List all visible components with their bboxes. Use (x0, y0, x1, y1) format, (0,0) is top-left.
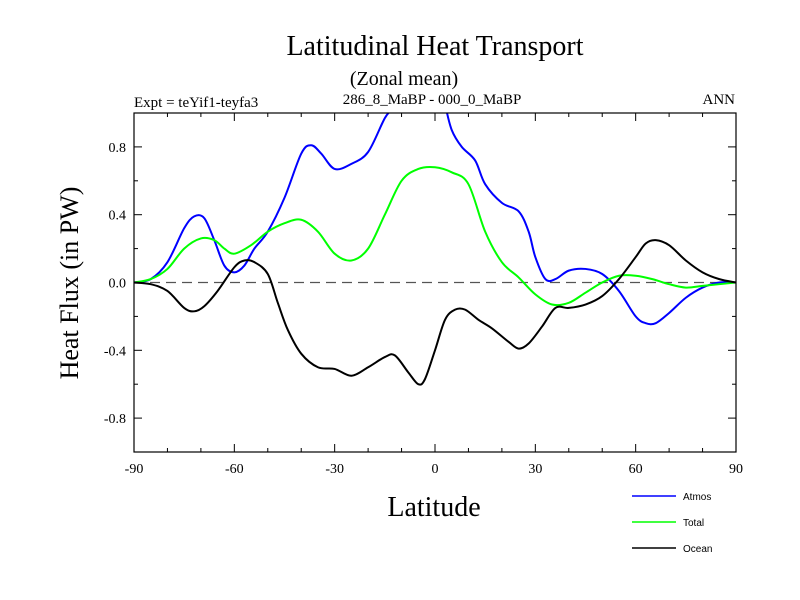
x-tick-label: 90 (729, 462, 743, 477)
x-tick-label: 0 (432, 462, 439, 477)
series-line-total (134, 165, 736, 307)
chart-center-label: 286_8_MaBP - 000_0_MaBP (343, 92, 522, 108)
y-tick-label: 0.0 (109, 277, 127, 292)
plot-frame (133, 112, 737, 453)
x-tick-label: 60 (629, 462, 643, 477)
legend-label-atmos: Atmos (683, 492, 711, 503)
y-tick-label: 0.4 (109, 209, 127, 224)
experiment-label: Expt = teYif1-teyfa3 (134, 95, 258, 111)
season-label: ANN (703, 92, 736, 108)
series-line-atmos (134, 113, 736, 326)
x-tick-label: 30 (528, 462, 542, 477)
y-tick-label: -0.4 (104, 344, 126, 359)
y-tick-label: -0.8 (104, 412, 126, 427)
series-line-ocean (134, 239, 736, 386)
y-axis-label: Heat Flux (in PW) (55, 187, 84, 380)
y-tick-label: 0.8 (109, 141, 127, 156)
chart-title: Latitudinal Heat Transport (286, 31, 583, 62)
x-tick-label: -60 (225, 462, 244, 477)
x-tick-label: -90 (125, 462, 144, 477)
legend-label-ocean: Ocean (683, 544, 712, 555)
x-axis-label: Latitude (387, 492, 480, 523)
chart-subtitle: (Zonal mean) (350, 68, 458, 90)
x-tick-label: -30 (325, 462, 344, 477)
legend-label-total: Total (683, 518, 704, 529)
